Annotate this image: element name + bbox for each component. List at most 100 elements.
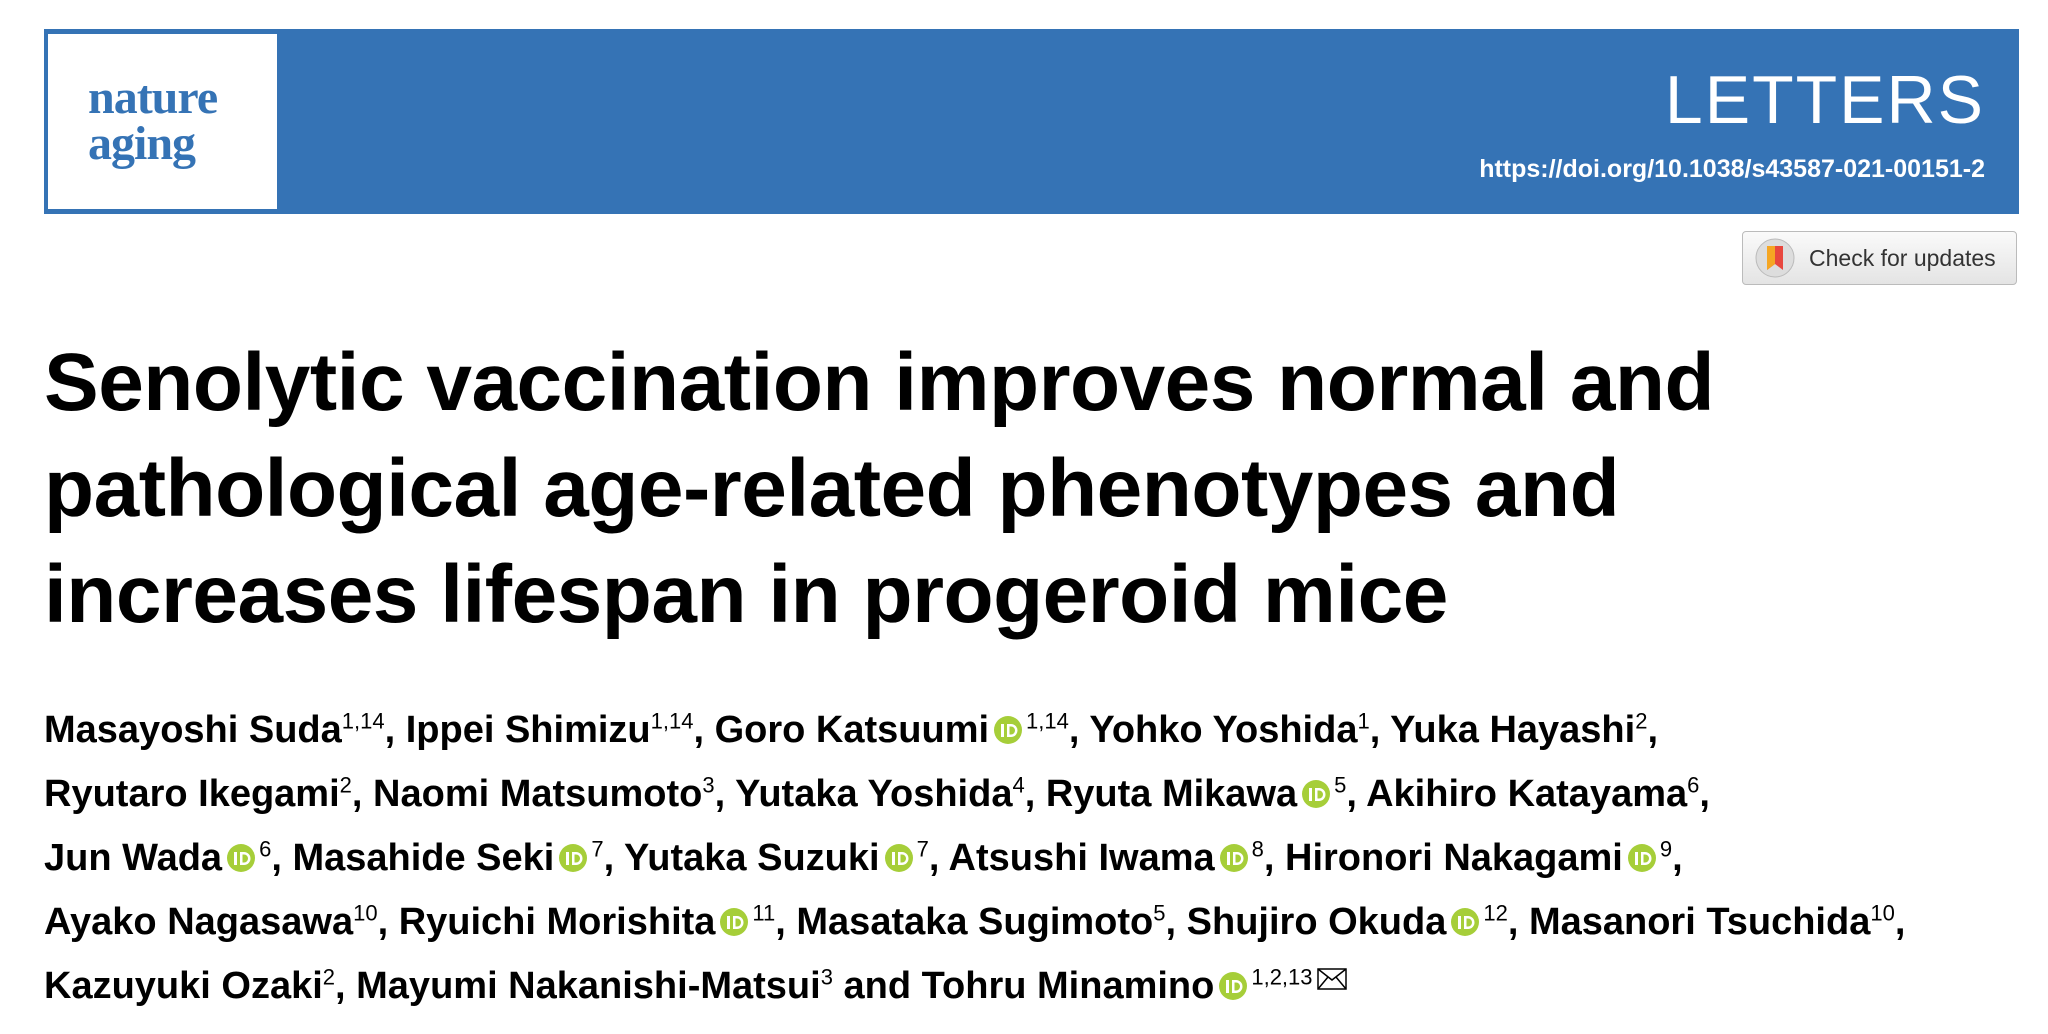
affiliation: 12 xyxy=(1483,900,1508,926)
separator: , xyxy=(693,709,705,751)
orcid-icon[interactable] xyxy=(1219,831,1249,892)
author: Shujiro Okuda 12, xyxy=(1187,901,1519,943)
author: Atsushi Iwama 8, xyxy=(949,837,1275,879)
author: Ryuta Mikawa 5, xyxy=(1046,773,1357,815)
orcid-icon[interactable] xyxy=(1218,959,1248,1020)
author-name[interactable]: Masahide Seki xyxy=(292,837,555,879)
separator: , xyxy=(1263,837,1275,879)
separator: , xyxy=(603,837,615,879)
author-name[interactable]: Ryuichi Morishita xyxy=(398,901,716,943)
author: Masayoshi Suda1,14, xyxy=(44,709,395,751)
separator: , xyxy=(384,709,396,751)
author: Masahide Seki 7, xyxy=(292,837,614,879)
author: Mayumi Nakanishi-Matsui3 xyxy=(356,965,833,1007)
author-name[interactable]: Masataka Sugimoto xyxy=(796,901,1154,943)
author-name[interactable]: Kazuyuki Ozaki xyxy=(44,965,323,1007)
email-icon[interactable] xyxy=(1313,965,1347,1007)
affiliation: 2 xyxy=(1635,708,1648,734)
separator: , xyxy=(1068,709,1080,751)
author-name[interactable]: Mayumi Nakanishi-Matsui xyxy=(356,965,821,1007)
author-name[interactable]: Ryuta Mikawa xyxy=(1045,773,1298,815)
affiliation: 3 xyxy=(820,964,833,990)
title-line: pathological age-related phenotypes and xyxy=(44,443,1620,534)
affiliation: 1,14 xyxy=(650,708,694,734)
separator: , xyxy=(1165,901,1177,943)
journal-logo[interactable]: nature aging xyxy=(48,34,277,209)
author-name[interactable]: Yuka Hayashi xyxy=(1390,709,1636,751)
author-list: Masayoshi Suda1,14, Ippei Shimizu1,14, G… xyxy=(44,700,1944,1020)
orcid-icon[interactable] xyxy=(1450,895,1480,956)
author-name[interactable]: Masanori Tsuchida xyxy=(1528,901,1871,943)
affiliation: 1,14 xyxy=(1026,708,1069,734)
affiliation: 1 xyxy=(1357,708,1370,734)
author-name[interactable]: Yohko Yoshida xyxy=(1089,709,1358,751)
author-name[interactable]: Tohru Minamino xyxy=(921,965,1215,1007)
author: Akihiro Katayama6, xyxy=(1366,773,1710,815)
article-title: Senolytic vaccination improves normal an… xyxy=(44,330,1715,648)
affiliation: 6 xyxy=(1687,772,1700,798)
affiliation: 4 xyxy=(1012,772,1025,798)
separator: , xyxy=(928,837,940,879)
author-name[interactable]: Goro Katsuumi xyxy=(714,709,990,751)
orcid-icon[interactable] xyxy=(993,703,1023,764)
orcid-icon[interactable] xyxy=(884,831,914,892)
author: Ippei Shimizu1,14, xyxy=(406,709,704,751)
affiliation: 1,14 xyxy=(341,708,385,734)
author: Tohru Minamino 1,2,13 xyxy=(922,965,1347,1007)
affiliation: 2 xyxy=(339,772,352,798)
affiliation: 10 xyxy=(1870,900,1895,926)
author-name[interactable]: Atsushi Iwama xyxy=(948,837,1215,879)
author-name[interactable]: Shujiro Okuda xyxy=(1186,901,1447,943)
separator: , xyxy=(1894,901,1906,943)
affiliation: 2 xyxy=(322,964,336,990)
doi-link[interactable]: https://doi.org/10.1038/s43587-021-00151… xyxy=(1479,155,1985,183)
author: Ryutaro Ikegami2, xyxy=(44,773,362,815)
conjunction: and xyxy=(843,965,912,1007)
orcid-icon[interactable] xyxy=(558,831,588,892)
author: Naomi Matsumoto3, xyxy=(373,773,725,815)
separator: , xyxy=(714,773,726,815)
orcid-icon[interactable] xyxy=(719,895,749,956)
author: Yuka Hayashi2, xyxy=(1390,709,1658,751)
author-name[interactable]: Akihiro Katayama xyxy=(1366,773,1688,815)
author-name[interactable]: Hironori Nakagami xyxy=(1285,837,1623,879)
author: Masanori Tsuchida10, xyxy=(1529,901,1905,943)
author-name[interactable]: Yutaka Yoshida xyxy=(735,773,1013,815)
check-updates-label: Check for updates xyxy=(1809,244,1996,271)
author: Hironori Nakagami 9, xyxy=(1285,837,1683,879)
author-name[interactable]: Ayako Nagasawa xyxy=(44,901,354,943)
author: Kazuyuki Ozaki2, xyxy=(44,965,346,1007)
author-name[interactable]: Ryutaro Ikegami xyxy=(44,773,340,815)
author-name[interactable]: Naomi Matsumoto xyxy=(373,773,703,815)
orcid-icon[interactable] xyxy=(1627,831,1657,892)
separator: , xyxy=(1672,837,1683,879)
separator: , xyxy=(271,837,282,879)
separator: , xyxy=(1507,901,1519,943)
affiliation: 6 xyxy=(259,836,272,862)
orcid-icon[interactable] xyxy=(1301,767,1331,828)
author: Ryuichi Morishita 11, xyxy=(399,901,786,943)
separator: , xyxy=(775,901,786,943)
check-icon xyxy=(1755,238,1795,278)
author: Yohko Yoshida1, xyxy=(1089,709,1380,751)
affiliation: 9 xyxy=(1659,836,1673,862)
title-line: Senolytic vaccination improves normal an… xyxy=(44,337,1715,428)
orcid-icon[interactable] xyxy=(226,831,256,892)
author: Yutaka Yoshida4, xyxy=(735,773,1035,815)
check-updates-button[interactable]: Check for updates xyxy=(1742,231,2017,285)
affiliation: 5 xyxy=(1153,900,1166,926)
separator: , xyxy=(1346,773,1357,815)
author: Jun Wada 6, xyxy=(44,837,282,879)
author-name[interactable]: Jun Wada xyxy=(44,837,223,879)
author: Ayako Nagasawa10, xyxy=(44,901,388,943)
author-name[interactable]: Masayoshi Suda xyxy=(44,709,342,751)
affiliation: 10 xyxy=(353,900,378,926)
author-name[interactable]: Ippei Shimizu xyxy=(405,709,651,751)
author-name[interactable]: Yutaka Suzuki xyxy=(624,837,880,879)
affiliation: 8 xyxy=(1251,836,1264,862)
separator: , xyxy=(1024,773,1036,815)
author: Yutaka Suzuki 7, xyxy=(624,837,939,879)
separator: , xyxy=(1647,709,1659,751)
title-line: increases lifespan in progeroid mice xyxy=(44,549,1448,640)
affiliation: 7 xyxy=(591,836,604,862)
